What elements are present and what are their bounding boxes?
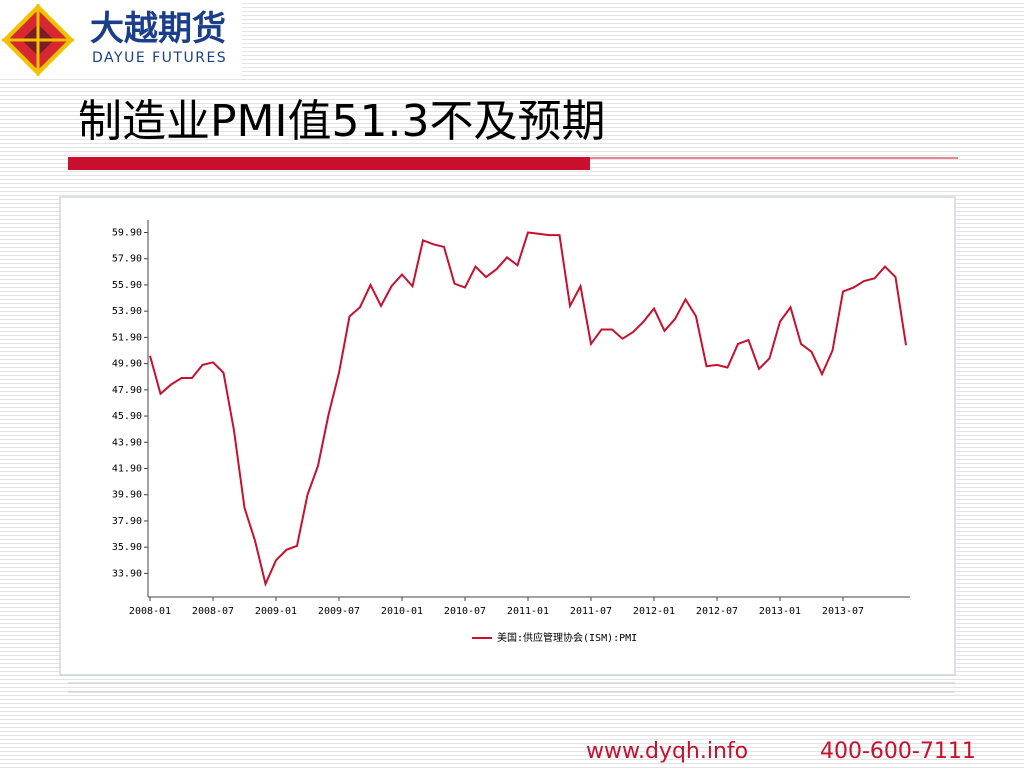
chart-panel [59,196,956,676]
x-tick-label: 2011-07 [570,606,612,617]
x-tick-label: 2013-07 [822,606,864,617]
y-tick-label: 43.90 [112,437,142,448]
y-tick-label: 49.90 [112,359,142,370]
x-tick-label: 2012-01 [633,606,675,617]
y-tick-label: 51.90 [112,332,142,343]
y-tick-label: 47.90 [112,385,142,396]
x-tick-label: 2009-01 [255,606,297,617]
x-tick-label: 2008-01 [129,606,171,617]
y-tick-label: 33.90 [112,568,142,579]
x-tick-label: 2013-01 [759,606,801,617]
data-line [149,231,907,587]
y-tick-label: 41.90 [112,464,142,475]
legend-label: 美国:供应管理协会(ISM):PMI [497,631,637,644]
logo-icon [2,4,74,76]
x-tick-label: 2012-07 [696,606,738,617]
title-bar [68,157,590,170]
x-tick-label: 2008-07 [192,606,234,617]
x-tick-label: 2010-07 [444,606,486,617]
y-tick-label: 55.90 [112,280,142,291]
y-tick-label: 37.90 [112,516,142,527]
y-tick-label: 57.90 [112,254,142,265]
footer-website: www.dyqh.info [586,739,748,764]
y-tick-label: 53.90 [112,306,142,317]
slide-title: 制造业PMI值51.3不及预期 [78,96,605,147]
y-tick-label: 59.90 [112,227,142,238]
y-tick-label: 35.90 [112,542,142,553]
footer-phone: 400-600-7111 [820,739,976,764]
logo-en: DAYUE FUTURES [92,50,227,66]
x-tick-label: 2011-01 [507,606,549,617]
x-tick-label: 2010-01 [381,606,423,617]
logo-cn: 大越期货 [90,9,226,49]
y-tick-label: 45.90 [112,411,142,422]
x-tick-label: 2009-07 [318,606,360,617]
y-tick-label: 39.90 [112,490,142,501]
